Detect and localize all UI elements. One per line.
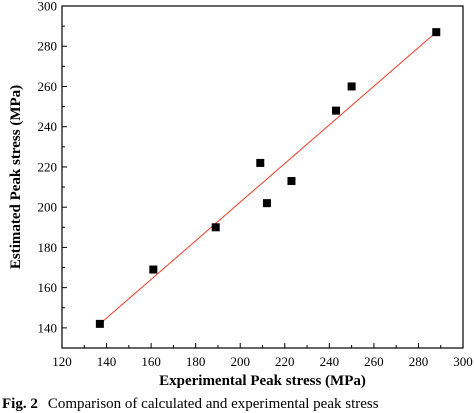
y-tick-label-280: 280 [38,39,58,54]
y-tick-label-200: 200 [38,200,58,215]
x-tick-label-280: 280 [409,354,429,369]
plot-frame [61,5,464,349]
figure-caption: Fig. 2 Comparison of calculated and exper… [2,396,379,412]
data-point [211,223,220,232]
x-tick-label-240: 240 [320,354,340,369]
y-tick-label-240: 240 [38,119,58,134]
x-tick-label-220: 220 [275,354,295,369]
y-tick-label-140: 140 [38,320,58,335]
caption-text: Comparison of calculated and experimenta… [48,396,379,412]
data-point [95,319,104,328]
x-axis-label: Experimental Peak stress (MPa) [159,373,366,389]
caption-label: Fig. 2 [2,396,38,412]
data-point [347,82,356,91]
x-tick-label-200: 200 [230,354,250,369]
data-point [149,265,158,274]
data-point [287,177,296,186]
y-tick-label-160: 160 [38,280,58,295]
y-tick-label-220: 220 [38,159,58,174]
fit-line [99,31,437,325]
x-tick-label-140: 140 [97,354,117,369]
data-points [95,28,441,328]
y-tick-label-300: 300 [38,0,58,14]
x-tick-label-260: 260 [364,354,384,369]
y-axis-label: Estimated Peak stress (MPa) [8,85,24,269]
y-tick-label-180: 180 [38,240,58,255]
x-axis: 120 140 160 180 200 220 240 260 280 300 [52,343,473,369]
x-tick-label-300: 300 [453,354,473,369]
data-point [432,28,441,37]
data-point [256,158,265,167]
y-axis: 140 160 180 200 220 240 260 280 300 [38,0,67,335]
plot-area [61,5,464,349]
x-tick-label-160: 160 [141,354,161,369]
x-tick-label-180: 180 [186,354,206,369]
data-point [262,199,271,208]
x-tick-label-120: 120 [52,354,72,369]
data-point [332,106,341,115]
y-tick-label-260: 260 [38,79,58,94]
